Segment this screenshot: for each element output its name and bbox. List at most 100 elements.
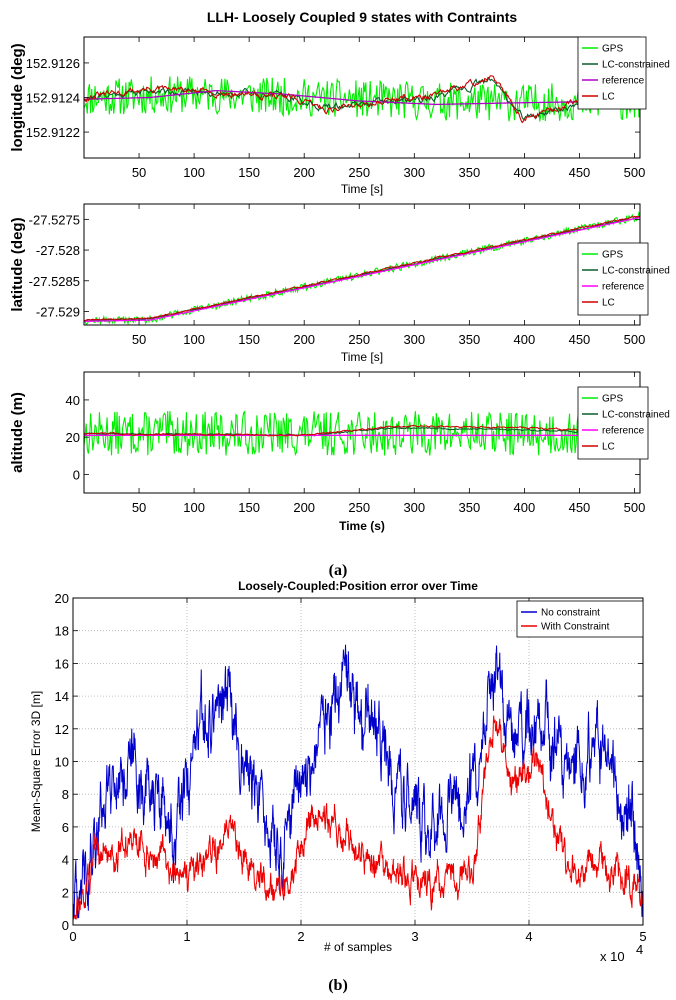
x-tick-label: 350 xyxy=(458,165,480,180)
y-tick-label: 152.9124 xyxy=(26,91,80,106)
legend-label-gps: GPS xyxy=(602,394,623,405)
y-tick-label: 8 xyxy=(62,787,69,802)
series-group xyxy=(84,410,640,457)
x-tick-label: 150 xyxy=(238,500,260,515)
x-tick-label: 100 xyxy=(183,500,205,515)
x-tick-label: 4 xyxy=(525,929,532,944)
y-tick-label: 152.9122 xyxy=(26,125,80,140)
x-tick-label: 350 xyxy=(458,500,480,515)
series-line-lc xyxy=(84,424,640,437)
series-line-lc-constrained xyxy=(84,426,640,437)
x-tick-label: 500 xyxy=(624,165,646,180)
y-tick-label: 16 xyxy=(55,656,69,671)
x-tick-label: 5 xyxy=(639,929,646,944)
series-line-lc xyxy=(84,75,640,124)
legend-label-gps: GPS xyxy=(602,44,623,55)
y-tick-label: 6 xyxy=(62,820,69,835)
y-axis-label: longitude (deg) xyxy=(9,43,26,151)
legend-box xyxy=(577,36,647,110)
y-axis-label: latitude (deg) xyxy=(9,217,26,311)
y-tick-label: 20 xyxy=(66,430,80,445)
x-axis-label: # of samples xyxy=(324,940,392,954)
x-tick-label: 50 xyxy=(132,165,146,180)
y-tick-label: -27.529 xyxy=(36,304,80,319)
y-tick-label: -27.528 xyxy=(36,243,80,258)
legend-box xyxy=(516,600,644,638)
x-tick-label: 0 xyxy=(69,929,76,944)
x-tick-label: 50 xyxy=(132,332,146,347)
x-tick-label: 500 xyxy=(624,332,646,347)
x-tick-label: 50 xyxy=(132,500,146,515)
x-axis-label: Time [s] xyxy=(341,182,383,196)
y-tick-label: -27.5285 xyxy=(29,274,80,289)
x-tick-label: 300 xyxy=(403,165,425,180)
x-tick-label: 200 xyxy=(293,332,315,347)
x-tick-label: 300 xyxy=(403,500,425,515)
x-tick-label: 100 xyxy=(183,332,205,347)
legend-box xyxy=(577,386,649,460)
legend-label-gps: GPS xyxy=(602,250,623,261)
legend: No constraint With Constraint xyxy=(516,600,644,638)
y-tick-label: 152.9126 xyxy=(26,56,80,71)
legend-label-lc-constrained: LC-constrained xyxy=(602,410,670,421)
y-tick-label: -27.5275 xyxy=(29,212,80,227)
x-tick-label: 150 xyxy=(238,165,260,180)
chart-title: Loosely-Coupled:Position error over Time xyxy=(238,579,478,593)
caption-a: (a) xyxy=(329,562,348,579)
x-exponent-power: 4 xyxy=(636,942,643,957)
y-tick-label: 2 xyxy=(62,885,69,900)
series-line-reference xyxy=(84,89,640,106)
x-tick-label: 450 xyxy=(569,165,591,180)
legend: GPS LC-constrained reference LC xyxy=(577,36,670,110)
legend-label-with-constraint: With Constraint xyxy=(541,622,610,633)
series-line-lc-constrained xyxy=(84,216,640,322)
y-tick-label: 0 xyxy=(73,467,80,482)
y-axis-label: altitude (m) xyxy=(9,392,26,473)
series-line-gps xyxy=(84,410,640,457)
chart-a-longitude: 50 100 150 200 250 300 350 400 450 500 152.9122 152… xyxy=(9,9,670,196)
series-line-with-constraint xyxy=(73,715,643,922)
series-line-lc-constrained xyxy=(84,77,640,120)
series-line-lc xyxy=(84,215,640,322)
x-tick-label: 250 xyxy=(348,500,370,515)
chart-a-latitude: 50 100 150 200 250 300 350 400 450 500 -27.529 -27.… xyxy=(9,203,670,364)
y-tick-label: 20 xyxy=(55,591,69,606)
series-group xyxy=(73,644,643,922)
legend-label-no-constraint: No constraint xyxy=(541,608,600,619)
series-line-reference xyxy=(84,216,640,322)
x-axis-label: Time (s) xyxy=(339,519,385,533)
y-tick-label: 18 xyxy=(55,624,69,639)
y-tick-label: 40 xyxy=(66,393,80,408)
x-tick-label: 250 xyxy=(348,165,370,180)
x-tick-label: 250 xyxy=(348,332,370,347)
y-axis-label: Mean-Square Error 3D [m] xyxy=(29,691,43,832)
y-tick-label: 10 xyxy=(55,755,69,770)
x-tick-label: 150 xyxy=(238,332,260,347)
x-tick-label: 350 xyxy=(458,332,480,347)
x-tick-label: 300 xyxy=(403,332,425,347)
caption-b: (b) xyxy=(328,977,348,994)
legend-label-lc: LC xyxy=(602,298,615,309)
x-tick-label: 500 xyxy=(624,500,646,515)
legend-label-lc-constrained: LC-constrained xyxy=(602,60,670,71)
legend-label-lc: LC xyxy=(602,92,615,103)
chart-title: LLH- Loosely Coupled 9 states with Contr… xyxy=(207,9,518,25)
x-tick-label: 3 xyxy=(411,929,418,944)
y-tick-label: 12 xyxy=(55,722,69,737)
series-line-no-constraint xyxy=(73,644,643,919)
series-group xyxy=(84,75,640,124)
series-group xyxy=(84,210,640,325)
x-tick-label: 450 xyxy=(569,500,591,515)
x-tick-label: 200 xyxy=(293,500,315,515)
legend-label-reference: reference xyxy=(602,282,645,293)
x-tick-label: 200 xyxy=(293,165,315,180)
y-tick-label: 4 xyxy=(62,853,69,868)
chart-b: 0 1 2 3 4 502468101214161820Loosely-Coupled:P… xyxy=(29,579,647,964)
legend: GPS LC-constrained reference LC xyxy=(577,242,670,316)
x-tick-label: 400 xyxy=(514,165,536,180)
x-tick-label: 2 xyxy=(297,929,304,944)
legend: GPS LC-constrained reference LC xyxy=(577,386,670,460)
x-exponent-label: x 10 xyxy=(600,949,625,964)
legend-label-lc: LC xyxy=(602,442,615,453)
